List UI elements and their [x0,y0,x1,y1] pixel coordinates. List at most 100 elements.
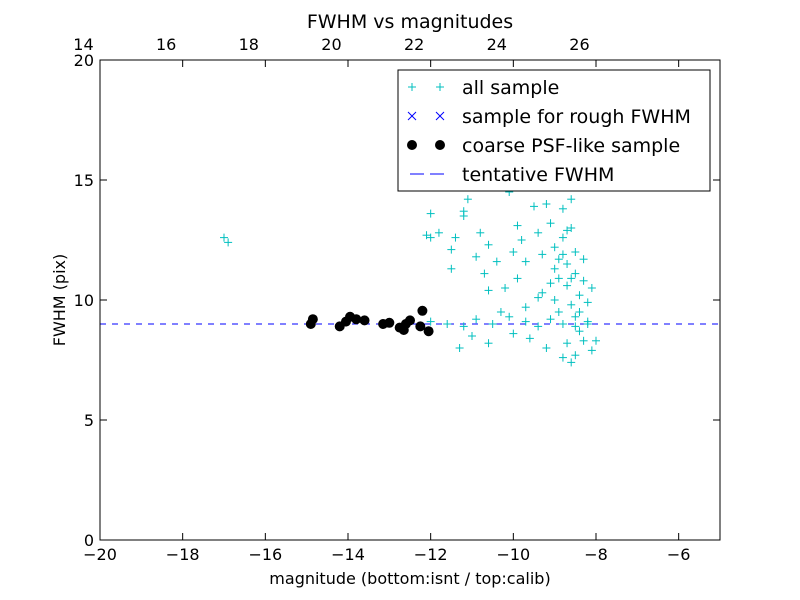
data-point [455,344,464,352]
x-tick-label: −16 [248,545,282,564]
data-point [538,288,547,297]
data-point [447,264,456,273]
data-point [405,315,415,326]
data-point [521,257,530,266]
series-2 [305,305,434,337]
data-point [546,315,555,324]
data-point [484,286,493,295]
data-point [583,298,592,307]
data-point [417,305,428,316]
data-point [476,228,485,237]
data-point [563,339,572,348]
legend-marker [436,83,444,91]
data-point [384,317,395,328]
top-tick-label: 22 [404,35,424,54]
data-point [459,207,468,216]
data-point [546,279,555,288]
data-point [567,274,576,283]
data-point [426,209,435,218]
legend-marker-b [407,111,417,121]
data-point [359,315,370,326]
data-point [525,334,534,343]
data-point [426,233,435,242]
data-point [546,219,555,228]
legend-marker [435,111,445,121]
data-point [579,276,588,285]
data-point [492,257,501,266]
data-point [571,322,580,331]
data-point [459,322,468,331]
data-point [351,314,362,325]
legend-box [397,69,711,192]
data-point [521,317,530,326]
data-point [571,312,580,321]
data-point [575,308,584,316]
data-point [592,336,600,345]
x-tick-label: −6 [667,545,691,564]
data-point [587,284,596,292]
data-point [463,195,472,204]
data-point [567,358,576,367]
data-point [554,255,563,264]
data-point [558,320,567,328]
data-point [517,236,526,244]
y-tick-label: 20 [74,51,94,70]
data-point [558,353,567,362]
x-tick-label: −8 [584,545,608,564]
data-point [426,317,435,326]
data-point [558,204,567,213]
data-point [501,284,510,292]
data-point [451,233,460,242]
data-point [447,245,456,254]
data-point [513,274,522,283]
data-point [554,308,563,316]
y-tick-label: 15 [74,171,94,190]
top-tick-label: 20 [321,35,341,54]
data-point [509,329,518,338]
top-tick-label: 18 [239,35,259,54]
data-point [530,202,538,211]
data-point [579,255,588,264]
data-point [443,320,452,328]
top-tick-label: 16 [156,35,176,54]
data-point [505,312,514,321]
data-point [587,346,596,355]
x-tick-label: −14 [331,545,365,564]
data-point [542,344,551,352]
data-point [567,195,576,204]
x-tick-label: −12 [414,545,448,564]
data-point [563,260,572,268]
legend-marker [407,111,417,121]
data-point [563,281,572,290]
data-point [472,252,481,261]
data-point [550,296,559,304]
data-point [558,233,567,242]
legend-label: sample for rough FWHM [462,106,691,128]
data-point [513,221,522,230]
x-axis-label: magnitude (bottom:isnt / top:calib) [269,569,550,588]
legend-label: tentative FWHM [462,164,614,186]
top-tick-label: 24 [487,35,507,54]
data-point [550,264,559,273]
data-point [484,339,493,348]
top-tick-label: 26 [569,35,589,54]
data-point [472,315,481,324]
data-point [415,321,426,332]
data-point [484,240,493,249]
data-point [563,226,572,235]
data-point [521,303,530,312]
data-point [542,200,551,208]
data-point [534,322,543,331]
top-tick-label: 14 [73,35,93,54]
data-point [307,314,318,325]
legend-marker-b [435,111,445,121]
y-tick-label: 10 [74,291,94,310]
data-point [534,228,543,237]
data-point [423,326,434,337]
y-tick-label: 0 [84,531,94,550]
data-point [534,293,543,302]
data-point [567,224,576,232]
data-point [567,300,576,309]
x-tick-label: −20 [83,545,117,564]
